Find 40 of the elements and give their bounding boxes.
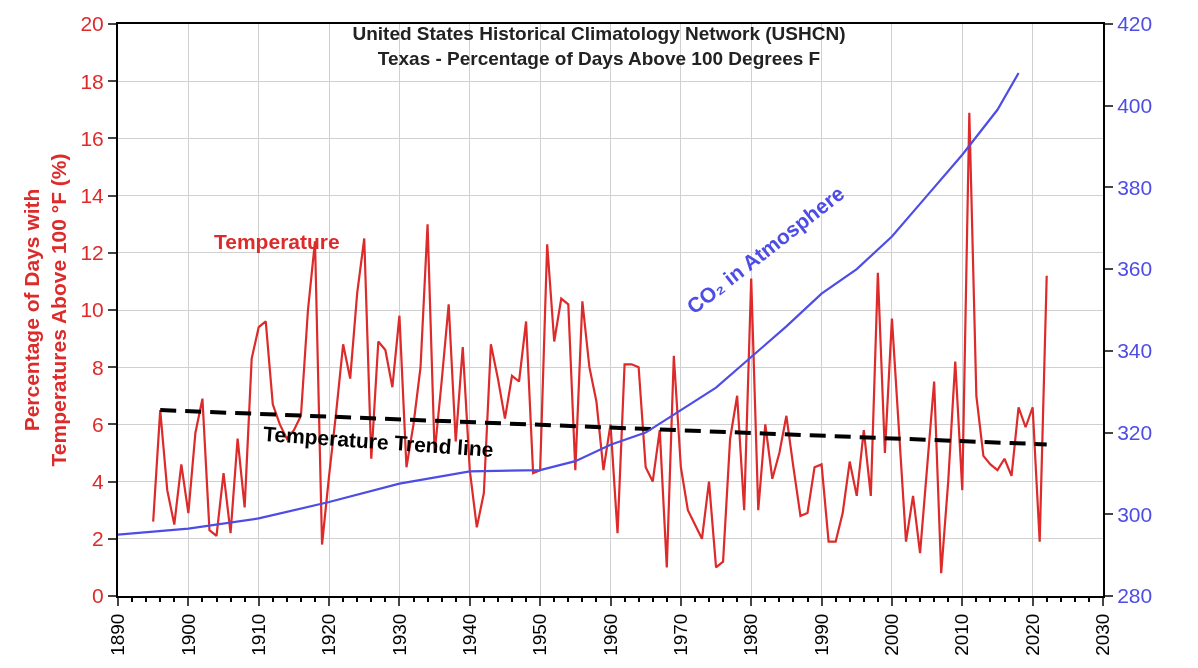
x-tick-label: 1890 [107,613,129,656]
y-tick-label: 4 [92,469,105,493]
y-tick-label: 0 [92,584,104,608]
x-tick-label: 1970 [670,613,692,656]
text: United States Historical Climatology Network (USHCN) Texas - Percentage of Days Above 100 Degrees F [352,23,846,69]
y-tick-label: 2 [92,527,104,551]
y-tick-label: 14 [80,183,105,207]
x-tick-label: 1990 [810,613,832,656]
y-tick-label: 12 [80,241,104,265]
x-tick-label: 1980 [740,613,762,656]
y-tick-label: 10 [80,298,104,322]
y2-tick-label: 300 [1117,502,1153,526]
y2-tick-label: 320 [1117,420,1153,444]
x-tick-label: 1920 [318,613,340,656]
y-tick-label: 20 [80,12,104,36]
x-tick-label: 2020 [1021,613,1043,656]
line-series [152,111,1048,575]
x-tick-label: 1950 [529,613,551,656]
y2-tick-label: 400 [1117,94,1153,118]
x-tick-label: 1940 [458,613,480,656]
y2-tick-label: 340 [1117,339,1153,363]
y-tick-label: 6 [92,412,104,436]
y2-tick-label: 280 [1117,584,1153,608]
x-tick-label: 1960 [599,613,621,656]
y-tick-label: 16 [80,126,104,150]
y2-tick-label: 360 [1117,257,1153,281]
y-tick-label: 18 [80,69,104,93]
y-axis-title: Percentage of Days with Temperatures Above 100 °F (%) [19,153,71,467]
annotation: Temperature [214,230,340,253]
x-tick-label: 2000 [881,613,903,656]
x-tick-label: 2010 [951,613,973,656]
y2-tick-label: 420 [1117,12,1153,36]
y-tick-label: 8 [92,355,104,379]
x-tick-label: 1900 [177,613,199,656]
x-tick-label: 2030 [1092,613,1114,656]
y2-tick-label: 380 [1117,175,1153,199]
line-series [118,71,1020,536]
annotation: Temperature Trend line [262,421,495,462]
x-tick-label: 1930 [388,613,410,656]
x-tick-label: 1910 [247,613,269,656]
